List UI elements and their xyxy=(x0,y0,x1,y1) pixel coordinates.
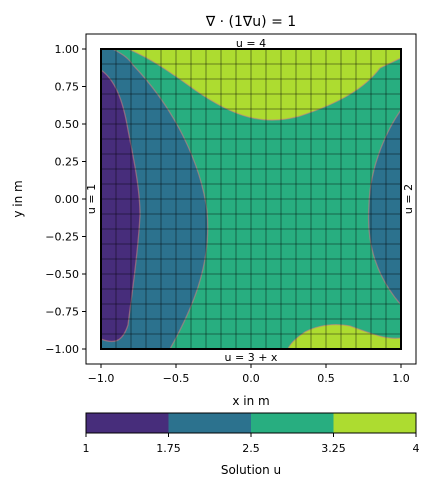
bc-label-left: u = 1 xyxy=(85,184,98,214)
y-tick-label: 0.00 xyxy=(55,193,80,206)
y-axis-ticks: 1.00 0.75 0.50 0.25 0.00 −0.25 −0.50 −0.75 −1.00 xyxy=(45,43,86,356)
colorbar-segments xyxy=(86,413,416,433)
colorbar-tick-label: 1 xyxy=(83,442,90,455)
colorbar-segment xyxy=(251,413,334,433)
contour-line-2p5-right xyxy=(367,109,401,306)
y-tick-label: 0.50 xyxy=(55,118,80,131)
colorbar-tick-label: 4 xyxy=(413,442,420,455)
y-tick-label: 0.75 xyxy=(55,81,80,94)
plot-area: u = 4 u = 3 + x u = 1 u = 2 −1.0 −0.5 0.0 0… xyxy=(11,33,417,408)
x-tick-label: 1.0 xyxy=(392,372,410,385)
y-tick-label: −0.50 xyxy=(45,268,79,281)
y-axis-label: y in m xyxy=(11,180,25,217)
chart-title: ∇ · (1∇u) = 1 xyxy=(205,14,296,30)
mesh-grid xyxy=(101,49,401,349)
y-tick-label: −0.25 xyxy=(45,231,79,244)
x-tick-label: 0.5 xyxy=(317,372,335,385)
y-tick-label: 1.00 xyxy=(55,43,80,56)
contour-line-3p25-bottom xyxy=(287,324,401,349)
bc-label-bottom: u = 3 + x xyxy=(225,351,278,364)
colorbar-tick-label: 2.5 xyxy=(242,442,260,455)
colorbar-segment xyxy=(168,413,251,433)
colorbar-label: Solution u xyxy=(221,463,281,477)
bc-label-top: u = 4 xyxy=(236,37,266,50)
y-tick-label: −1.00 xyxy=(45,343,79,356)
colorbar-tick-label: 1.75 xyxy=(156,442,181,455)
contour-line-2p5-left xyxy=(112,49,209,349)
domain-boundary xyxy=(100,48,402,350)
bc-label-right: u = 2 xyxy=(402,184,415,214)
x-tick-label: 0.0 xyxy=(242,372,260,385)
y-tick-label: 0.25 xyxy=(55,156,80,169)
contour-regions xyxy=(101,49,401,349)
colorbar-tick-label: 3.25 xyxy=(321,442,346,455)
x-tick-label: −0.5 xyxy=(163,372,190,385)
colorbar: 1 1.75 2.5 3.25 4 Solution u xyxy=(83,412,420,477)
x-axis-ticks: −1.0 −0.5 0.0 0.5 1.0 xyxy=(88,364,410,385)
y-tick-label: −0.75 xyxy=(45,306,79,319)
x-tick-label: −1.0 xyxy=(88,372,115,385)
colorbar-segment xyxy=(86,413,169,433)
colorbar-segment xyxy=(333,413,416,433)
colorbar-ticks: 1 1.75 2.5 3.25 4 xyxy=(83,433,420,455)
x-axis-label: x in m xyxy=(232,394,269,408)
